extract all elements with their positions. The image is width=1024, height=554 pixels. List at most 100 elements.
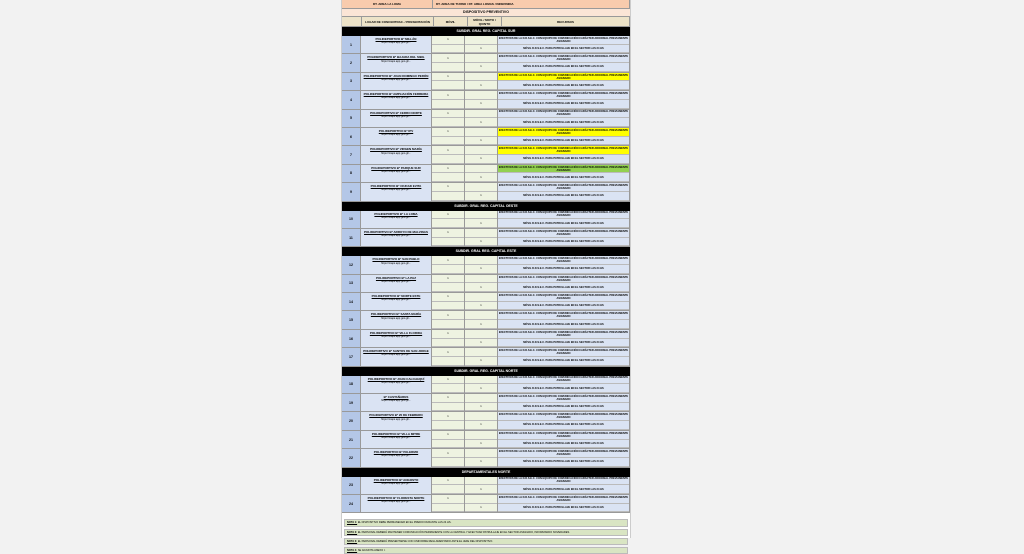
recurso-efectivos: EFECTIVOS DE LA D.D.S.E.C. CON EQUIPO DE…: [498, 348, 629, 357]
place-link[interactable]: https://maps.app.goo.gl/...: [381, 234, 411, 238]
moto-count: 1: [465, 265, 497, 274]
moto-cell: 1: [465, 54, 498, 72]
moto-count: 1: [465, 503, 497, 513]
movil-count: 1: [432, 329, 464, 339]
place-link[interactable]: https://maps.app.goo.gl/...: [381, 436, 411, 440]
table-row: 9 POLIDEPORTIVO Bº CIUDAD EVITA https://m…: [342, 183, 630, 202]
note: NOTA 1: EL DISPOSITIVO DEBE PERMANECER E…: [344, 519, 628, 527]
row-number: 3: [342, 72, 361, 91]
table-row: 16 POLIDEPORTIVO Bº VILLA FLORIDA https:/…: [342, 329, 630, 349]
place-link[interactable]: https://maps.app.goo.gl/...: [381, 96, 411, 100]
recursos-cell: EFECTIVOS DE LA D.D.S.E.C. CON EQUIPO DE…: [498, 430, 630, 449]
row-number: 17: [342, 348, 361, 366]
place-link[interactable]: https://maps.app.goo.gl/...: [381, 417, 411, 421]
note-text: EL PERSONAL DEBERÁ PRESENTARSE CON UNIFO…: [357, 539, 493, 543]
place-link[interactable]: https://maps.app.goo.gl/...: [381, 133, 411, 137]
place-link[interactable]: https://maps.app.goo.gl/...: [381, 77, 411, 81]
movil-count: 1: [432, 127, 464, 137]
place-cell: POLIDEPORTIVO Bº LA LOMA https://maps.app…: [361, 210, 432, 228]
moto-count: 1: [465, 421, 497, 430]
place-cell: POLIDEPORTIVO Bº BAJADA DEL SIBIL https:/…: [361, 54, 432, 72]
place-name: POLIDEPORTIVO Bº LA LOMA: [374, 211, 418, 216]
moto-cell: 1: [465, 293, 498, 311]
row-number: 20: [342, 412, 361, 430]
movil-cell: 1: [432, 430, 465, 449]
moto-cell: 1: [465, 476, 498, 494]
place-name: POLIDEPORTIVO Bº LA PAZ: [375, 275, 417, 280]
place-link[interactable]: https://maps.app.goo.gl/...: [381, 316, 411, 320]
place-link[interactable]: https://maps.app.goo.gl/...: [381, 335, 411, 339]
place-link[interactable]: https://maps.app.goo.gl/...: [381, 188, 411, 192]
recurso-movil: MÓVIL D.D.S.E.C. PARA PATRULLAJE EN EL S…: [498, 320, 629, 329]
movil-cell: 1: [432, 210, 465, 228]
place-link[interactable]: https://maps.app.goo.gl/...: [381, 279, 411, 283]
movil-cell: 1: [432, 476, 465, 494]
row-number: 23: [342, 476, 361, 494]
table-row: 2 POLIDEPORTIVO Bº BAJADA DEL SIBIL https…: [342, 54, 630, 73]
place-name: POLIDEPORTIVO Bº ARROYO DE MALVINAS: [364, 229, 428, 234]
moto-count: 1: [465, 99, 497, 109]
note: NOTA 2: EL PERSONAL DEBERÁ MANTENER COMU…: [344, 528, 628, 536]
recurso-movil: MÓVIL D.D.S.E.C. PARA PATRULLAJE EN EL S…: [498, 136, 629, 146]
recurso-movil: MÓVIL D.D.S.E.C. PARA PATRULLAJE EN EL S…: [498, 99, 629, 109]
recurso-movil: MÓVIL D.D.S.E.C. PARA PATRULLAJE EN EL S…: [498, 503, 629, 513]
movil-count: 1: [432, 449, 464, 458]
recurso-efectivos: EFECTIVOS DE LA D.D.S.E.C. CON EQUIPO DE…: [498, 127, 629, 137]
place-link[interactable]: https://maps.app.goo.gl/...: [381, 298, 411, 302]
col-lugar: LUGAR DE CONCENTRAC. / PRESENTACIÓN: [362, 17, 434, 26]
recurso-movil: MÓVIL D.D.S.E.C. PARA PATRULLAJE EN EL S…: [498, 356, 629, 366]
moto-count: 1: [465, 219, 497, 228]
moto-cell: 1: [465, 494, 498, 513]
recurso-movil: MÓVIL D.D.S.E.C. PARA PATRULLAJE EN EL S…: [498, 219, 629, 228]
moto-cell: 1: [465, 329, 498, 348]
place-name: POLIDEPORTIVO Bº BAJADA DEL SIBIL: [367, 55, 425, 60]
recursos-cell: EFECTIVOS DE LA D.D.S.E.C. CON EQUIPO DE…: [498, 210, 630, 228]
recurso-movil: MÓVIL D.D.S.E.C. PARA PATRULLAJE EN EL S…: [498, 457, 629, 467]
section-header: DEPARTAMENTALES NORTE: [342, 467, 630, 477]
place-link[interactable]: https://maps.app.goo.gl/...: [381, 399, 411, 403]
row-number: 9: [342, 183, 361, 201]
moto-count: 1: [465, 402, 497, 412]
place-link[interactable]: https://maps.app.goo.gl/...: [381, 215, 411, 219]
moto-cell: 1: [465, 311, 498, 329]
place-cell: POLIDEPORTIVO Bº SAN PABLO https://maps.a…: [361, 256, 432, 274]
place-link[interactable]: https://maps.app.goo.gl/...: [381, 353, 411, 357]
recurso-movil: MÓVIL D.D.S.E.C. PARA PATRULLAJE EN EL S…: [498, 439, 629, 449]
place-name: POLIDEPORTIVO Bº VILLA FLORIDA: [369, 330, 423, 335]
movil-count: 1: [432, 36, 464, 45]
place-cell: POLIDEPORTIVO Bº SANTA MARÍA https://maps…: [361, 311, 432, 329]
moto-cell: 1: [465, 36, 498, 54]
recurso-movil: MÓVIL D.D.S.E.C. PARA PATRULLAJE EN EL S…: [498, 485, 629, 494]
movil-cell: 1: [432, 127, 465, 146]
movil-cell: 1: [432, 293, 465, 311]
row-number: 13: [342, 274, 361, 293]
col-recursos: RECURSOS: [502, 17, 630, 26]
recursos-cell: EFECTIVOS DE LA D.D.S.E.C. CON EQUIPO DE…: [498, 412, 630, 430]
place-link[interactable]: https://maps.app.goo.gl/...: [381, 114, 411, 118]
place-link[interactable]: https://maps.app.goo.gl/...: [381, 169, 411, 173]
place-link[interactable]: https://maps.app.goo.gl/...: [381, 454, 411, 458]
note-text: EL DISPOSITIVO DEBE PERMANECER EN EL PRE…: [357, 521, 452, 525]
place-link[interactable]: https://maps.app.goo.gl/...: [381, 59, 411, 63]
place-link[interactable]: https://maps.app.goo.gl/...: [381, 151, 411, 155]
place-link[interactable]: https://maps.app.goo.gl/...: [381, 41, 411, 45]
table-row: 23 POLIDEPORTIVO Bº ANGOSTO https://maps.…: [342, 476, 630, 495]
place-name: Bº CASTAÑARES: [383, 395, 409, 400]
recurso-efectivos: EFECTIVOS DE LA D.D.S.E.C. CON EQUIPO DE…: [498, 228, 629, 238]
place-link[interactable]: https://maps.app.goo.gl/...: [381, 500, 411, 504]
recurso-efectivos: EFECTIVOS DE LA D.D.S.E.C. CON EQUIPO DE…: [498, 274, 629, 284]
movil-count: 1: [432, 375, 464, 385]
place-link[interactable]: https://maps.app.goo.gl/...: [381, 481, 411, 485]
movil-count: 1: [432, 54, 464, 64]
place-name: POLIDEPORTIVO Bº MILLÁN: [375, 37, 417, 41]
recurso-efectivos: EFECTIVOS DE LA D.D.S.E.C. CON EQUIPO DE…: [498, 375, 629, 385]
movil-count: 1: [432, 293, 464, 302]
moto-count: 1: [465, 356, 497, 366]
place-link[interactable]: https://maps.app.goo.gl/...: [381, 380, 411, 384]
movil-count: 1: [432, 109, 464, 119]
movil-cell: 1: [432, 274, 465, 293]
recurso-movil: MÓVIL D.D.S.E.C. PARA PATRULLAJE EN EL S…: [498, 237, 629, 247]
place-link[interactable]: https://maps.app.goo.gl/...: [381, 261, 411, 265]
row-number: 6: [342, 127, 361, 146]
table-row: 21 POLIDEPORTIVO Bº VILLA MITRE https://m…: [342, 430, 630, 450]
